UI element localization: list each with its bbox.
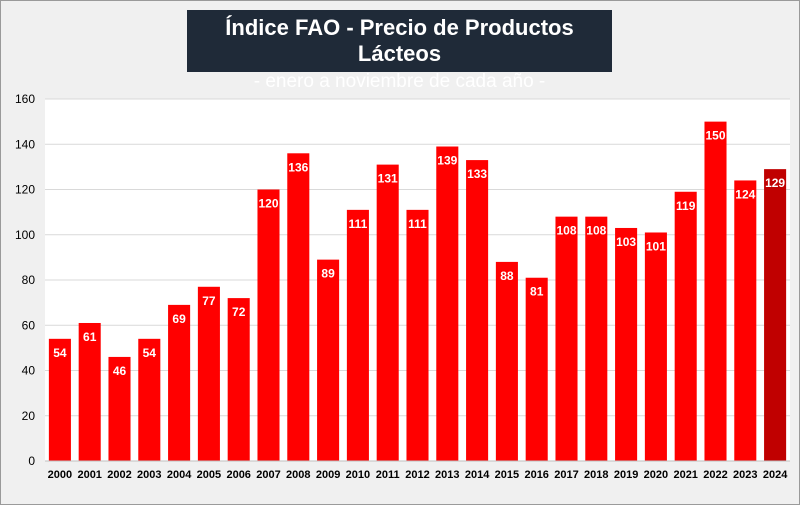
x-tick-label-2003: 2003 xyxy=(137,469,161,481)
x-tick-label-2020: 2020 xyxy=(644,469,668,481)
bar-2019 xyxy=(615,227,638,461)
y-tick-label: 160 xyxy=(15,92,35,106)
x-tick-label-2014: 2014 xyxy=(465,469,490,481)
x-tick-label-2004: 2004 xyxy=(167,469,192,481)
bar-2022 xyxy=(704,121,727,461)
bar-2024 xyxy=(764,169,787,461)
data-label-2012: 111 xyxy=(408,217,427,231)
x-tick-label-2011: 2011 xyxy=(376,469,400,481)
data-label-2024: 129 xyxy=(765,176,785,190)
y-tick-label: 100 xyxy=(15,228,35,242)
bar-2012 xyxy=(406,209,429,461)
data-label-2007: 120 xyxy=(258,197,278,211)
data-label-2004: 69 xyxy=(172,312,186,326)
x-axis-ticks: 2000 2001 2002 2003 2004 2005 2006 2007 2008 2009… xyxy=(48,469,789,481)
x-tick-label-2019: 2019 xyxy=(614,469,638,481)
y-tick-label: 60 xyxy=(22,318,36,332)
bar-2015 xyxy=(495,261,518,461)
bar-2021 xyxy=(674,191,697,461)
x-tick-label-2017: 2017 xyxy=(554,469,578,481)
data-label-2008: 136 xyxy=(288,160,308,174)
bar-2004 xyxy=(168,304,191,461)
data-label-2009: 89 xyxy=(321,267,335,281)
chart-subtitle: - enero a noviembre de cada año - xyxy=(253,71,546,92)
bars-group xyxy=(48,121,787,462)
data-label-2022: 150 xyxy=(705,129,725,143)
bar-2016 xyxy=(525,277,548,461)
bar-2001 xyxy=(78,322,101,461)
y-tick-label: 120 xyxy=(15,183,35,197)
x-tick-label-2005: 2005 xyxy=(197,469,221,481)
x-tick-label-2012: 2012 xyxy=(405,469,429,481)
bar-2000 xyxy=(48,338,71,461)
x-tick-label-2002: 2002 xyxy=(107,469,131,481)
data-labels-group: 54 61 46 54 69 77 72 120 136 89 111 131 111 139 133 88 8… xyxy=(53,129,785,378)
x-tick-label-2001: 2001 xyxy=(77,469,101,481)
data-label-2000: 54 xyxy=(53,346,67,360)
data-label-2010: 111 xyxy=(349,217,368,231)
data-label-2002: 46 xyxy=(113,364,127,378)
x-tick-label-2010: 2010 xyxy=(346,469,370,481)
bar-2014 xyxy=(466,160,489,461)
data-label-2023: 124 xyxy=(735,187,755,201)
bar-2008 xyxy=(287,153,310,462)
bar-2002 xyxy=(108,356,131,461)
bar-2013 xyxy=(436,146,459,461)
bar-2005 xyxy=(197,286,220,461)
data-label-2017: 108 xyxy=(556,224,576,238)
bar-2011 xyxy=(376,164,399,462)
bar-2010 xyxy=(346,209,369,461)
data-label-2019: 103 xyxy=(616,235,636,249)
data-label-2016: 81 xyxy=(530,285,544,299)
x-tick-label-2024: 2024 xyxy=(763,469,788,481)
y-tick-label: 20 xyxy=(22,409,36,423)
data-label-2003: 54 xyxy=(143,346,157,360)
x-tick-label-2006: 2006 xyxy=(226,469,250,481)
x-tick-label-2018: 2018 xyxy=(584,469,608,481)
bar-2020 xyxy=(644,232,667,461)
y-tick-label: 40 xyxy=(22,364,36,378)
y-tick-label: 140 xyxy=(15,137,35,151)
x-tick-label-2021: 2021 xyxy=(673,469,697,481)
x-tick-label-2023: 2023 xyxy=(733,469,757,481)
data-label-2014: 133 xyxy=(467,167,487,181)
data-label-2020: 101 xyxy=(646,239,666,253)
bar-2007 xyxy=(257,189,280,461)
x-tick-label-2013: 2013 xyxy=(435,469,459,481)
chart-title: Índice FAO - Precio de Productos Lácteos xyxy=(225,15,574,66)
y-tick-label: 80 xyxy=(22,273,36,287)
bar-2018 xyxy=(585,216,608,461)
data-label-2001: 61 xyxy=(83,330,97,344)
bar-2023 xyxy=(734,180,757,461)
title-box: Índice FAO - Precio de Productos Lácteos… xyxy=(187,10,612,92)
data-label-2013: 139 xyxy=(437,154,457,168)
bar-2017 xyxy=(555,216,578,461)
x-tick-label-2009: 2009 xyxy=(316,469,340,481)
x-tick-label-2000: 2000 xyxy=(48,469,72,481)
y-tick-label: 0 xyxy=(28,454,35,468)
data-label-2005: 77 xyxy=(202,294,216,308)
bar-2006 xyxy=(227,298,250,461)
x-tick-label-2015: 2015 xyxy=(495,469,519,481)
data-label-2021: 119 xyxy=(676,199,696,213)
bar-2003 xyxy=(138,338,161,461)
y-axis-ticks: 0 20 40 60 80 100 120 140 160 xyxy=(15,92,35,468)
x-tick-label-2016: 2016 xyxy=(524,469,548,481)
data-label-2011: 131 xyxy=(378,172,398,186)
x-tick-label-2022: 2022 xyxy=(703,469,727,481)
data-label-2015: 88 xyxy=(500,269,514,283)
x-tick-label-2007: 2007 xyxy=(256,469,280,481)
data-label-2006: 72 xyxy=(232,305,246,319)
bar-2009 xyxy=(317,259,340,461)
x-tick-label-2008: 2008 xyxy=(286,469,310,481)
data-label-2018: 108 xyxy=(586,224,606,238)
